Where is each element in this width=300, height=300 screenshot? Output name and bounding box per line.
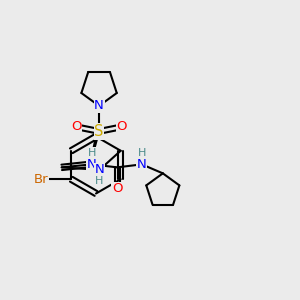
Text: S: S	[94, 124, 104, 139]
Text: O: O	[71, 120, 82, 134]
Text: N: N	[94, 163, 104, 176]
Text: H: H	[88, 148, 96, 158]
Text: N: N	[87, 158, 97, 171]
Text: H: H	[95, 176, 104, 186]
Text: H: H	[138, 148, 146, 158]
Text: N: N	[137, 158, 147, 171]
Text: O: O	[116, 120, 127, 134]
Text: O: O	[112, 182, 122, 196]
Text: Br: Br	[34, 173, 48, 186]
Text: N: N	[94, 99, 104, 112]
